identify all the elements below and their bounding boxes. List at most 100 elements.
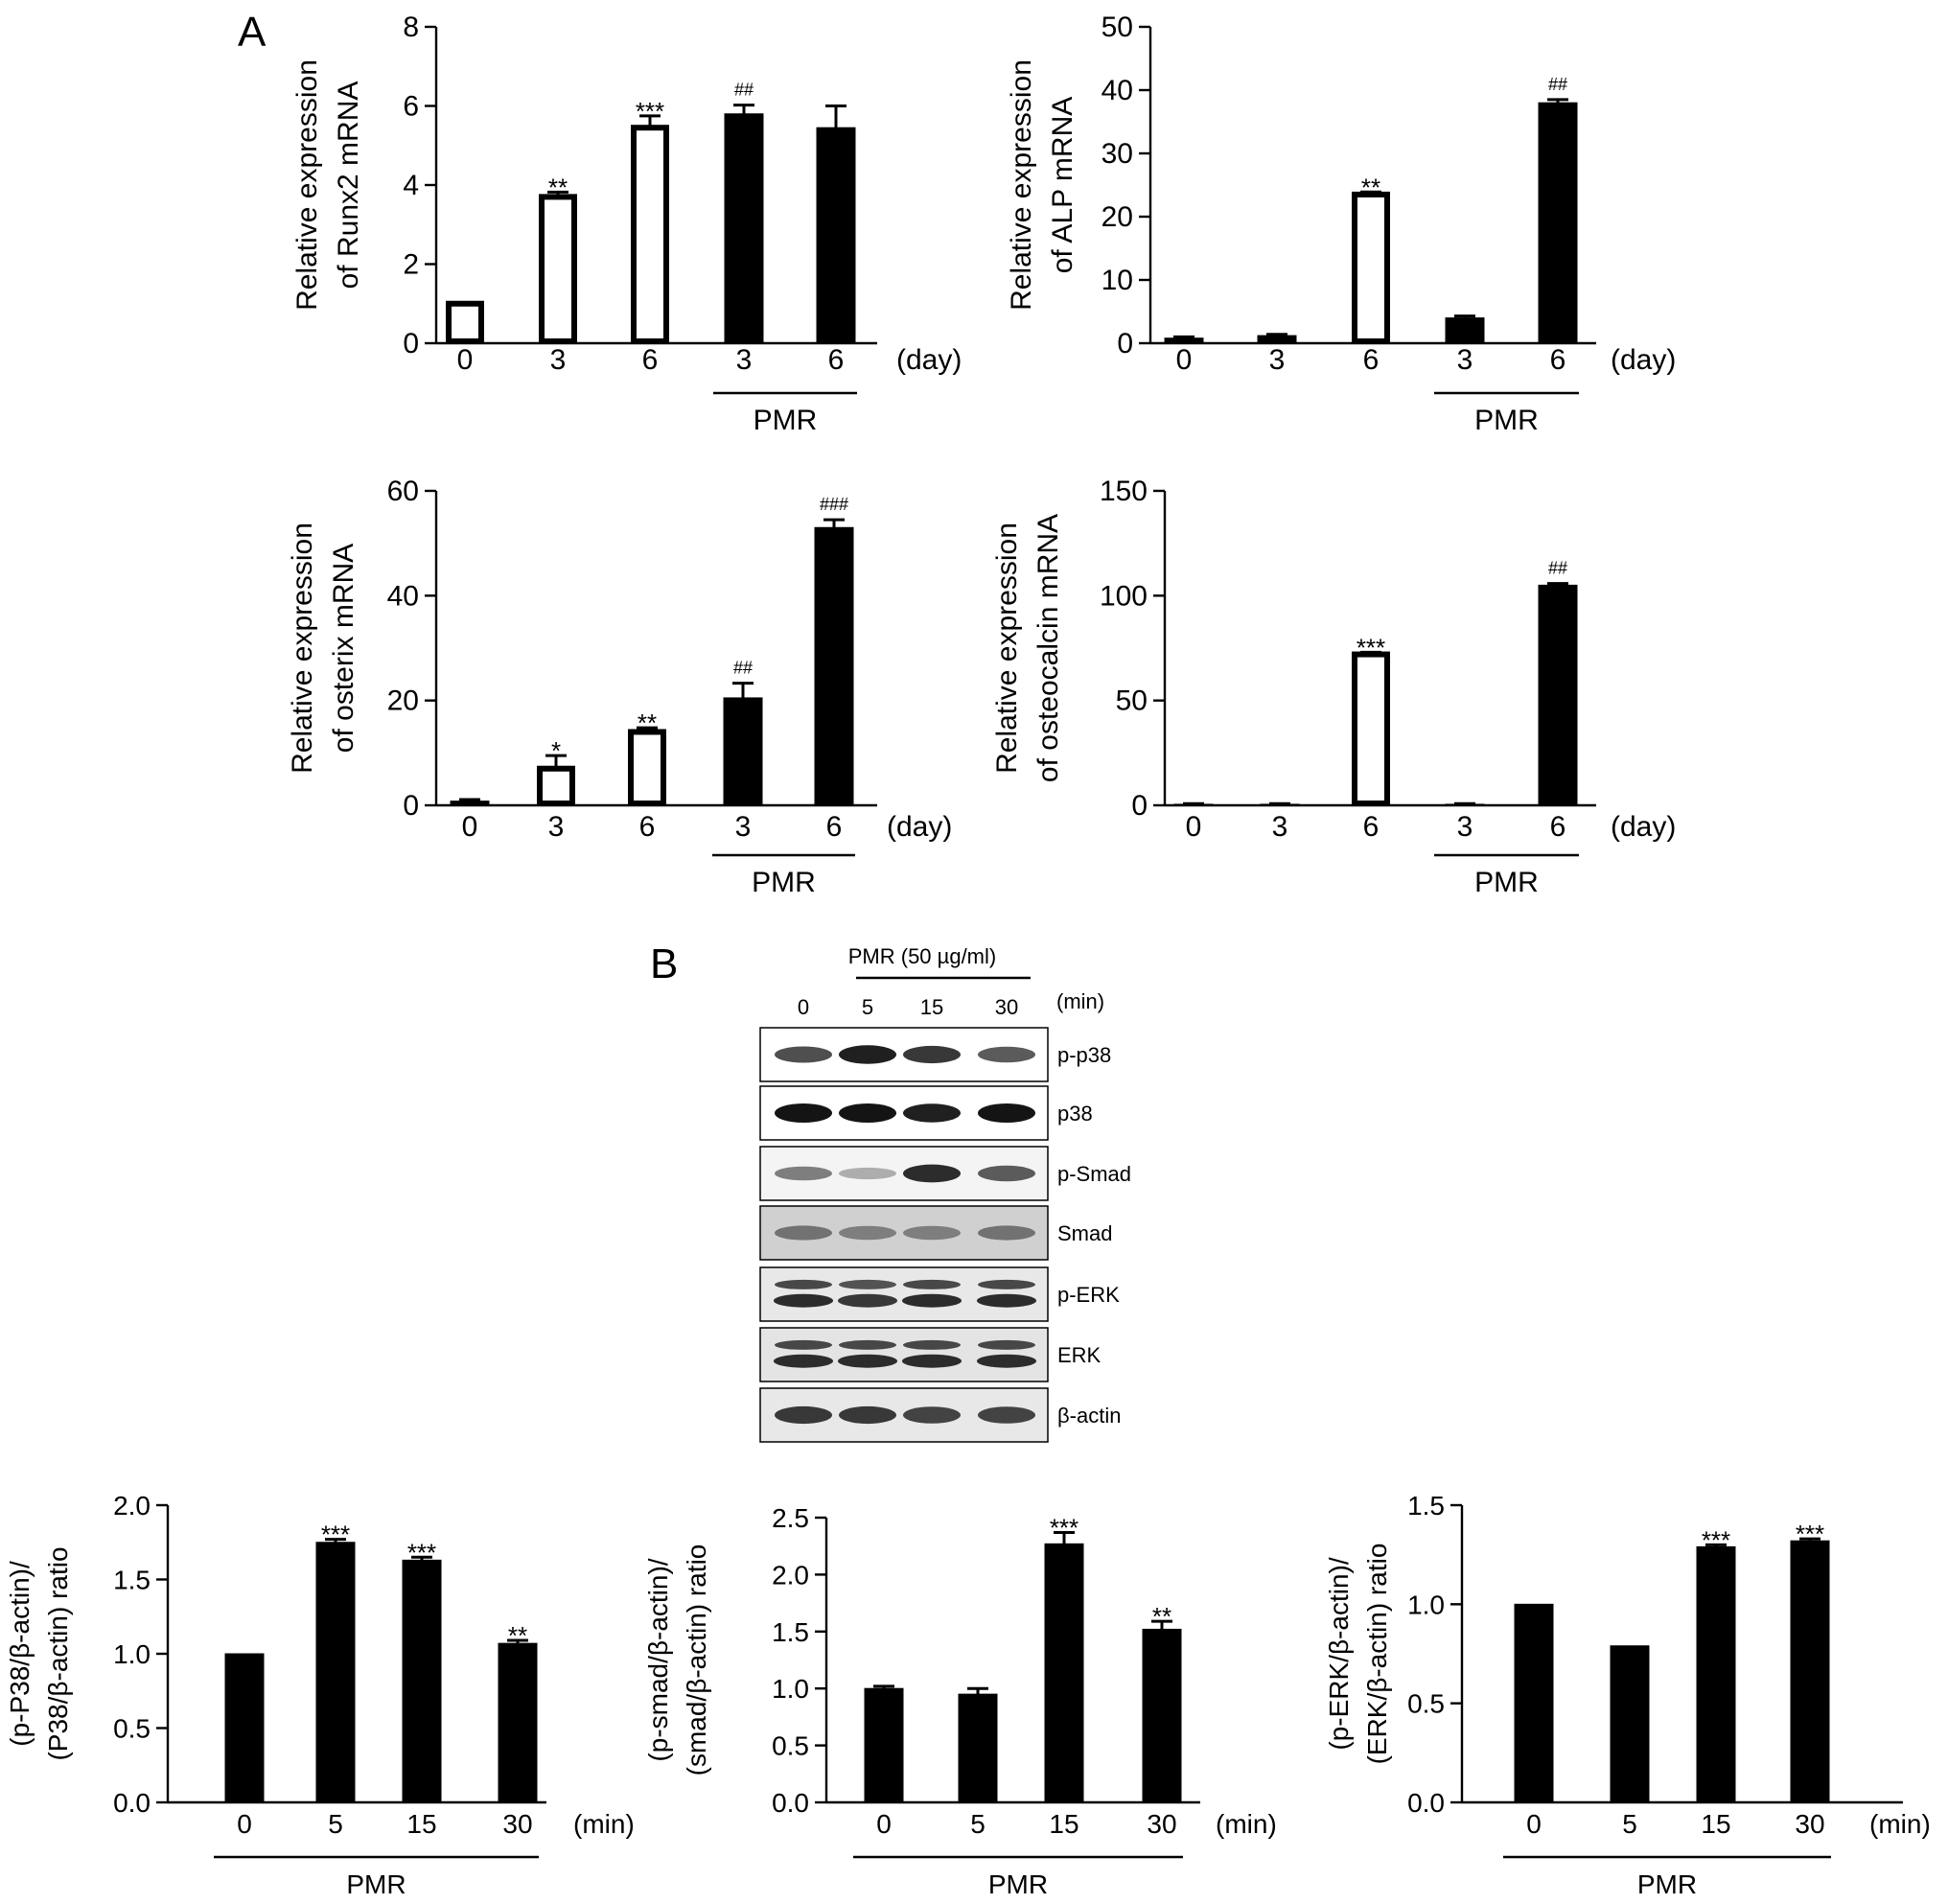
group-label: PMR — [1474, 867, 1539, 898]
unit-label: (min) — [1216, 1809, 1277, 1839]
bar — [1538, 584, 1578, 806]
bar — [1044, 1543, 1084, 1803]
panel-label-b: B — [650, 940, 678, 987]
chart-runx2: 0 2 4 6 8 Relative expression of Runx2 mRNA 0 **… — [291, 12, 962, 436]
y-tick-label: 0 — [403, 790, 419, 822]
category-label: 0 — [237, 1809, 252, 1839]
group-label: PMR — [1637, 1869, 1697, 1899]
bar — [498, 1642, 538, 1803]
bar — [1538, 102, 1578, 344]
blot-band — [903, 1045, 961, 1064]
y-tick-label: 40 — [387, 580, 419, 612]
blot-band — [978, 1103, 1035, 1123]
significance-label: ** — [1361, 173, 1380, 201]
blot-band — [775, 1046, 832, 1063]
bar — [224, 1653, 265, 1803]
category-label: 30 — [1795, 1809, 1824, 1839]
bar — [1790, 1540, 1830, 1803]
y-axis-label: (smad/β-actin) ratio — [682, 1544, 711, 1776]
category-label: 30 — [502, 1809, 532, 1839]
y-tick-label: 0 — [403, 328, 419, 360]
y-axis-label: (P38/β-actin) ratio — [43, 1546, 73, 1760]
y-tick-label: 20 — [1102, 201, 1133, 233]
y-tick-label: 2.0 — [113, 1491, 151, 1521]
category-label: 6 — [1550, 344, 1566, 376]
chart-osteocalcin: 0 50 100 150 Relative expression of osteocalc… — [991, 476, 1676, 898]
group-label: PMR — [1474, 405, 1539, 436]
y-tick-label: 0 — [1131, 790, 1148, 822]
blot-row-label: p38 — [1057, 1102, 1093, 1126]
category-label: 0 — [1186, 811, 1202, 843]
blot-band — [978, 1279, 1035, 1289]
blot-row-label: p-p38 — [1057, 1043, 1111, 1067]
category-label: 30 — [1147, 1809, 1176, 1839]
category-label: 15 — [1049, 1809, 1078, 1839]
blot-band — [775, 1405, 832, 1425]
bar — [1352, 651, 1390, 806]
y-tick-label: 10 — [1102, 265, 1133, 296]
y-axis-label: of osterix mRNA — [328, 544, 359, 753]
blot-row: ERK — [759, 1327, 1102, 1382]
unit-label: (day) — [887, 811, 952, 843]
y-tick-label: 6 — [403, 91, 419, 123]
blot-row: p-ERK — [759, 1266, 1120, 1322]
bar — [450, 801, 490, 806]
significance-label: ### — [820, 495, 848, 514]
blot-band — [775, 1279, 832, 1289]
blot-row-label: p-ERK — [1057, 1283, 1120, 1307]
group-label: PMR — [988, 1869, 1048, 1899]
blot-row: p-p38 — [759, 1027, 1111, 1082]
y-tick-label: 0.0 — [772, 1788, 809, 1818]
blot-band — [839, 1103, 896, 1123]
category-label: 15 — [406, 1809, 436, 1839]
category-label: 3 — [735, 811, 752, 843]
significance-label: ## — [1548, 559, 1567, 578]
significance-label: ** — [1152, 1602, 1171, 1631]
bar — [539, 194, 577, 344]
bar — [628, 729, 666, 807]
bar — [1257, 335, 1297, 344]
y-axis-label: (p-P38/β-actin)/ — [5, 1561, 35, 1747]
blot-band — [903, 1225, 961, 1241]
y-axis-label: of osteocalcin mRNA — [1032, 514, 1064, 782]
y-tick-label: 0.5 — [113, 1714, 151, 1744]
y-tick-label: 2.0 — [772, 1560, 809, 1590]
blot-band — [978, 1046, 1035, 1063]
blot-band — [903, 1339, 961, 1350]
y-tick-label: 1.5 — [1407, 1491, 1445, 1521]
blot-band — [903, 1164, 961, 1183]
blot-row: β-actin — [759, 1387, 1121, 1443]
y-axis-label: Relative expression — [287, 522, 318, 774]
y-tick-label: 1.0 — [113, 1639, 151, 1669]
blot-band — [839, 1045, 896, 1064]
y-tick-label: 1.0 — [772, 1674, 809, 1704]
category-label: 5 — [970, 1809, 986, 1839]
bar — [1610, 1645, 1650, 1803]
y-tick-label: 1.5 — [113, 1566, 151, 1595]
bar — [958, 1693, 998, 1803]
y-tick-label: 2.5 — [772, 1503, 809, 1533]
y-tick-label: 40 — [1102, 75, 1133, 106]
category-label: 6 — [1363, 344, 1380, 376]
bar — [537, 765, 575, 807]
category-label: 6 — [1363, 811, 1380, 843]
y-tick-label: 0.5 — [772, 1731, 809, 1761]
bar — [724, 113, 764, 344]
category-label: 6 — [639, 811, 656, 843]
y-axis-label: of ALP mRNA — [1047, 97, 1078, 274]
blot-band — [978, 1165, 1035, 1182]
y-tick-label: 50 — [1102, 12, 1133, 43]
significance-label: *** — [407, 1538, 436, 1567]
y-tick-label: 150 — [1100, 476, 1148, 507]
category-label: 6 — [642, 344, 659, 376]
category-label: 3 — [1457, 811, 1473, 843]
treatment-label: PMR (50 µg/ml) — [848, 944, 996, 968]
group-label: PMR — [752, 867, 816, 898]
bar — [446, 300, 484, 344]
category-label: 6 — [1550, 811, 1566, 843]
y-axis-label: (p-smad/β-actin)/ — [643, 1558, 673, 1761]
